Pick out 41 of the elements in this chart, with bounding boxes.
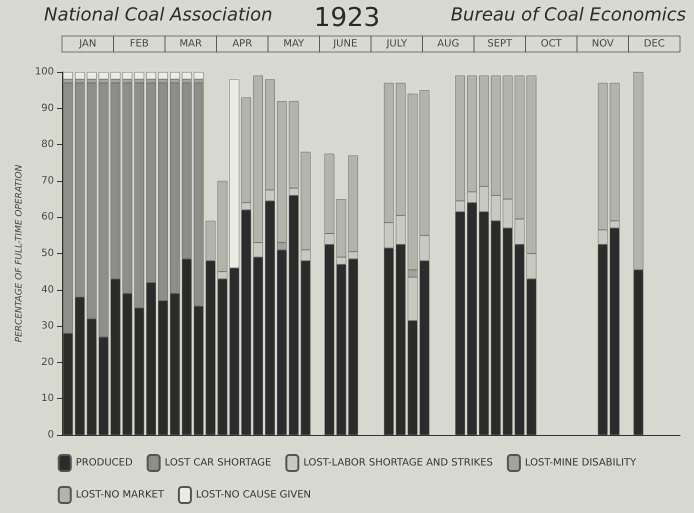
legend-label: LOST-NO CAUSE GIVEN <box>196 490 312 500</box>
text: JUNE <box>332 38 358 50</box>
y-axis-title: PERCENTAGE OF FULL-TIME OPERATION <box>14 164 24 342</box>
text: NOV <box>592 38 614 50</box>
text: JAN <box>78 38 96 50</box>
bar <box>170 72 180 80</box>
y-tick-label: 10 <box>41 393 54 404</box>
bar <box>110 72 120 80</box>
y-tick-label: 0 <box>48 430 54 440</box>
y-tick-label: 60 <box>41 212 54 223</box>
bar <box>122 72 132 80</box>
y-tick-label: 100 <box>34 66 54 78</box>
y-tick-label: 90 <box>41 102 54 114</box>
bar <box>146 72 156 80</box>
text: AUG <box>437 38 460 50</box>
bar <box>134 72 144 80</box>
y-tick-label: 70 <box>41 175 54 186</box>
text: MAY <box>283 38 306 50</box>
text: SEPT <box>487 38 514 50</box>
text: FEB <box>130 38 149 50</box>
bar <box>98 72 108 80</box>
y-tick-label: 40 <box>41 284 54 296</box>
legend-label: LOST-MINE DISABILITY <box>524 458 638 468</box>
text: Bureau of Coal Economics <box>450 4 686 26</box>
y-tick-label: 20 <box>41 356 54 368</box>
bar <box>63 72 73 80</box>
y-tick-label: 50 <box>41 248 54 259</box>
legend-label: LOST-LABOR SHORTAGE AND STRIKES <box>303 458 493 468</box>
y-tick-label: 80 <box>41 139 54 150</box>
text: DEC <box>644 38 665 50</box>
bar <box>158 72 168 80</box>
legend-label: PRODUCED <box>76 458 133 468</box>
legend-label: LOST CAR SHORTAGE <box>164 458 272 468</box>
chart-title: 1923 <box>314 3 380 33</box>
y-tick-label: 30 <box>41 320 54 332</box>
text: MAR <box>180 38 202 50</box>
text: National Coal Association <box>44 4 273 26</box>
legend-label: LOST-NO MARKET <box>76 490 165 500</box>
text: JULY <box>385 38 408 50</box>
text: OCT <box>540 38 563 50</box>
text: APR <box>232 38 252 50</box>
